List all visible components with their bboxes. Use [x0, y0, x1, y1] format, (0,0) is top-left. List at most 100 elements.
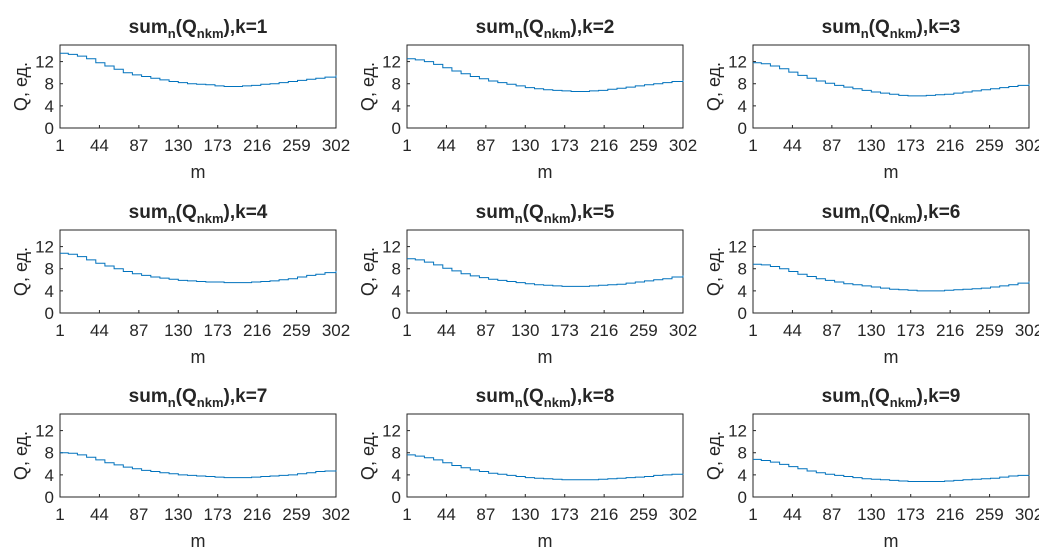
subplot-k4: sumn(Qnkm),k=4 1 44 87 130 173 216 259 302 0 4 8 12 m… [11, 202, 350, 367]
axes-box [406, 44, 684, 129]
y-axis-label: Q, ед. [704, 62, 724, 111]
title-part-sub_n: n [861, 395, 869, 410]
series-line [407, 454, 684, 481]
title-part-sub_nkm: nkm [544, 26, 571, 41]
y-tick-label: 0 [392, 488, 401, 507]
y-tick-label: 0 [45, 488, 54, 507]
y-tick-label: 4 [392, 466, 401, 485]
y-tick-label: 12 [35, 422, 54, 441]
x-tick-label: 259 [975, 505, 1003, 524]
title-part-paren_open: (Q [523, 17, 544, 38]
y-axis-label: Q, ед. [358, 62, 378, 111]
subplot-k6: sumn(Qnkm),k=6 1 44 87 130 173 216 259 302 0 4 8 12 m… [704, 202, 1039, 367]
x-tick-label: 216 [590, 321, 618, 340]
y-tick-label: 12 [35, 238, 54, 257]
x-tick-label: 216 [243, 136, 271, 155]
title-part-sub_n: n [515, 26, 523, 41]
title-part-sub_n: n [168, 26, 176, 41]
title-part-paren_open: (Q [523, 386, 544, 407]
title-part-paren_open: (Q [523, 202, 544, 223]
x-tick-label: 44 [90, 505, 109, 524]
title-part-sub_nkm: nkm [890, 395, 917, 410]
subplot-k2: sumn(Qnkm),k=2 1 44 87 130 173 216 259 302 0 4 8 12 m… [358, 17, 697, 182]
title-part-suffix: ),k=2 [571, 17, 615, 38]
y-tick-label: 0 [738, 304, 747, 323]
x-tick-label: 173 [204, 136, 232, 155]
x-tick-label: 87 [822, 505, 841, 524]
title-part-sub_nkm: nkm [890, 211, 917, 226]
x-tick-label: 87 [476, 321, 495, 340]
subplot-title: sumn(Qnkm),k=9 [822, 386, 961, 410]
x-tick-label: 1 [748, 136, 757, 155]
y-tick-label: 4 [738, 282, 747, 301]
title-part-main: sum [476, 17, 515, 38]
title-part-sub_n: n [515, 211, 523, 226]
subplot-title: sumn(Qnkm),k=1 [129, 17, 268, 41]
x-tick-label: 216 [936, 321, 964, 340]
title-part-paren_open: (Q [176, 202, 197, 223]
title-part-sub_nkm: nkm [197, 211, 224, 226]
subplot-k1: sumn(Qnkm),k=1 1 44 87 130 173 216 259 302 0 4 8 12 m… [11, 17, 350, 182]
y-axis-label: Q, ед. [11, 431, 31, 480]
title-part-paren_open: (Q [176, 17, 197, 38]
x-tick-label: 302 [322, 136, 350, 155]
axes-box [406, 413, 684, 498]
axes-box [59, 413, 337, 498]
x-tick-label: 130 [164, 505, 192, 524]
x-tick-label: 130 [511, 136, 539, 155]
y-tick-label: 0 [392, 304, 401, 323]
subplot-k3: sumn(Qnkm),k=3 1 44 87 130 173 216 259 302 0 4 8 12 m… [704, 17, 1039, 182]
title-part-sub_nkm: nkm [197, 395, 224, 410]
axes-box [59, 44, 337, 129]
y-axis-label: Q, ед. [358, 431, 378, 480]
series-line [60, 252, 337, 284]
x-tick-label: 87 [822, 321, 841, 340]
x-tick-label: 130 [857, 505, 885, 524]
x-tick-label: 1 [55, 136, 64, 155]
title-part-main: sum [129, 202, 168, 223]
series-line [753, 263, 1030, 292]
y-tick-label: 0 [738, 119, 747, 138]
title-part-suffix: ),k=4 [224, 202, 268, 223]
x-tick-label: 1 [748, 321, 757, 340]
title-part-main: sum [476, 386, 515, 407]
x-tick-label: 302 [669, 136, 697, 155]
title-part-main: sum [822, 17, 861, 38]
title-part-paren_open: (Q [869, 202, 890, 223]
x-tick-label: 216 [243, 505, 271, 524]
x-tick-label: 259 [629, 505, 657, 524]
title-part-sub_nkm: nkm [544, 395, 571, 410]
x-tick-label: 44 [783, 136, 802, 155]
x-tick-label: 87 [476, 136, 495, 155]
x-tick-label: 259 [629, 136, 657, 155]
x-tick-label: 302 [669, 321, 697, 340]
x-tick-label: 259 [975, 321, 1003, 340]
y-tick-label: 0 [738, 488, 747, 507]
y-tick-label: 0 [45, 304, 54, 323]
x-tick-label: 259 [282, 505, 310, 524]
x-tick-label: 173 [897, 136, 925, 155]
x-tick-label: 173 [551, 136, 579, 155]
x-axis-label: m [538, 162, 553, 182]
title-part-main: sum [129, 386, 168, 407]
x-tick-label: 259 [629, 321, 657, 340]
y-tick-label: 8 [738, 260, 747, 279]
y-tick-label: 12 [728, 53, 747, 72]
x-tick-label: 173 [204, 321, 232, 340]
y-tick-label: 4 [45, 466, 54, 485]
subplot-title: sumn(Qnkm),k=8 [476, 386, 615, 410]
title-part-suffix: ),k=9 [917, 386, 961, 407]
y-tick-label: 8 [45, 75, 54, 94]
x-tick-label: 87 [476, 505, 495, 524]
x-tick-label: 44 [783, 321, 802, 340]
axes-box [752, 413, 1030, 498]
subplot-title: sumn(Qnkm),k=2 [476, 17, 615, 41]
y-tick-label: 0 [45, 119, 54, 138]
x-tick-label: 130 [511, 321, 539, 340]
y-tick-label: 8 [392, 260, 401, 279]
title-part-suffix: ),k=1 [224, 17, 268, 38]
x-tick-label: 302 [1015, 136, 1039, 155]
title-part-main: sum [476, 202, 515, 223]
y-tick-label: 4 [738, 97, 747, 116]
x-tick-label: 44 [437, 136, 456, 155]
